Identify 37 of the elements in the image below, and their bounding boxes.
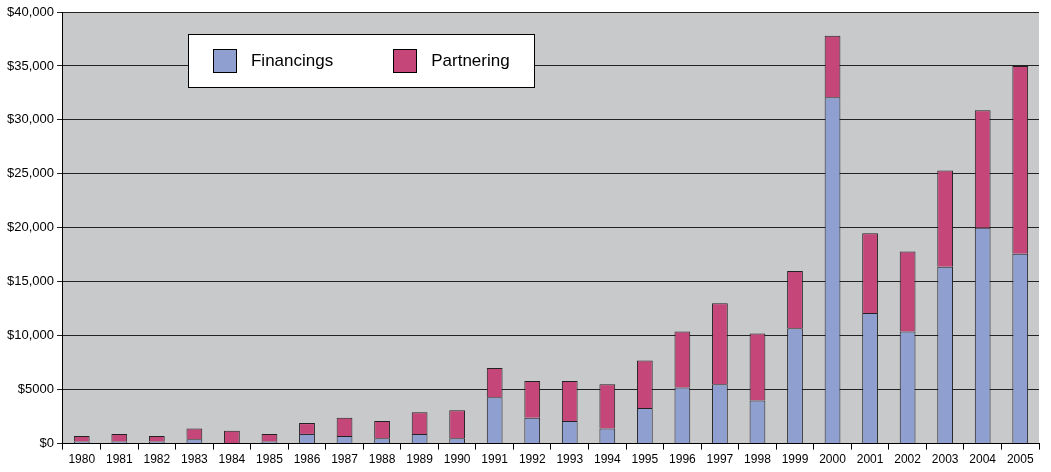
x-tick-label: 1981 bbox=[105, 452, 133, 467]
y-tick-label: $5000 bbox=[17, 381, 54, 397]
x-tick-label: 1995 bbox=[631, 452, 659, 467]
y-tick-label: $10,000 bbox=[6, 327, 54, 343]
x-tick-label: 1982 bbox=[143, 452, 171, 467]
x-tick-label: 1987 bbox=[331, 452, 359, 467]
y-tick-label: $15,000 bbox=[6, 273, 54, 289]
x-tick-label: 1985 bbox=[256, 452, 284, 467]
x-tick-label: 2004 bbox=[969, 452, 997, 467]
legend-label: Partnering bbox=[431, 51, 510, 71]
x-tick-label: 1996 bbox=[669, 452, 697, 467]
y-tick-label: $30,000 bbox=[6, 111, 54, 127]
x-tick-label: 2003 bbox=[931, 452, 959, 467]
x-tick-label: 2002 bbox=[894, 452, 922, 467]
y-tick-label: $25,000 bbox=[6, 165, 54, 181]
x-tick-label: 1999 bbox=[781, 452, 809, 467]
x-tick-label: 1990 bbox=[443, 452, 471, 467]
x-tick-label: 1992 bbox=[518, 452, 546, 467]
x-tick-label: 1983 bbox=[181, 452, 209, 467]
y-tick-label: $40,000 bbox=[6, 3, 54, 19]
x-tick-label: 2000 bbox=[819, 452, 847, 467]
x-tick-label: 1984 bbox=[218, 452, 246, 467]
legend-label: Financings bbox=[250, 51, 334, 71]
y-tick-label: $0 bbox=[39, 435, 54, 451]
x-tick-label: 2001 bbox=[856, 452, 884, 467]
x-tick-label: 1988 bbox=[368, 452, 396, 467]
x-tick-label: 1998 bbox=[744, 452, 772, 467]
x-tick-label: 1993 bbox=[556, 452, 584, 467]
x-tick-label: 1997 bbox=[706, 452, 734, 467]
x-tick-label: 2005 bbox=[1006, 452, 1034, 467]
x-tick-label: 1986 bbox=[293, 452, 321, 467]
x-tick-label: 1989 bbox=[406, 452, 434, 467]
x-tick-label: 1980 bbox=[68, 452, 96, 467]
y-tick-label: $35,000 bbox=[6, 57, 54, 73]
x-tick-label: 1994 bbox=[593, 452, 621, 467]
x-tick-label: 1991 bbox=[481, 452, 509, 467]
y-tick-label: $20,000 bbox=[6, 219, 54, 235]
